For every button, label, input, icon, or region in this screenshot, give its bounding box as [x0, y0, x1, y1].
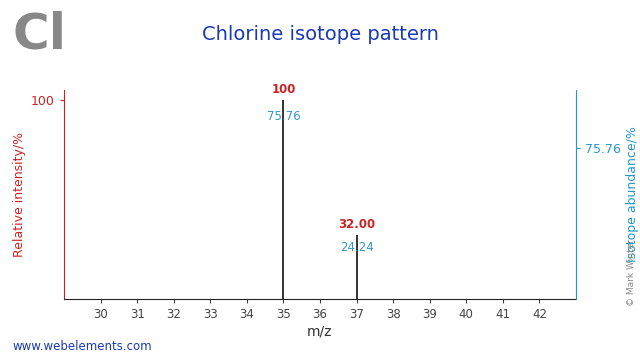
Text: Cl: Cl: [13, 11, 67, 59]
Y-axis label: Isotope abundance/%: Isotope abundance/%: [627, 126, 639, 262]
Text: 24.24: 24.24: [340, 241, 374, 254]
Text: www.webelements.com: www.webelements.com: [13, 340, 152, 353]
Y-axis label: Relative intensity/%: Relative intensity/%: [13, 132, 26, 257]
Text: 100: 100: [271, 83, 296, 96]
Text: 75.76: 75.76: [267, 110, 300, 123]
X-axis label: m/z: m/z: [307, 325, 333, 339]
Text: © Mark Winter: © Mark Winter: [627, 239, 636, 306]
Text: Chlorine isotope pattern: Chlorine isotope pattern: [202, 25, 438, 44]
Text: 32.00: 32.00: [338, 218, 375, 231]
